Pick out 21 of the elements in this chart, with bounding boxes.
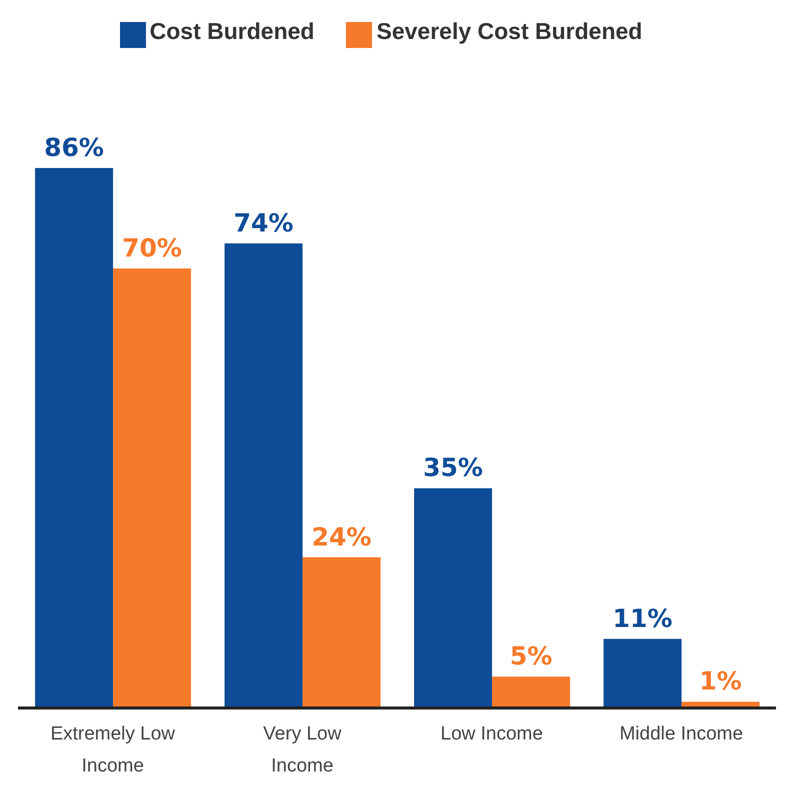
data-label: 11% [612, 604, 672, 633]
data-label: 86% [44, 133, 104, 162]
x-tick-label: Middle Income [619, 723, 744, 744]
data-label: 5% [510, 642, 552, 671]
data-label: 1% [699, 666, 742, 696]
bar [414, 488, 492, 708]
x-tick-label: Low Income [440, 723, 543, 744]
data-label: 35% [423, 453, 483, 482]
data-label: 74% [234, 208, 294, 238]
bar [35, 168, 114, 708]
legend-label: Cost Burdened [150, 18, 314, 44]
bar [224, 243, 303, 708]
legend-label: Severely Cost Burdened [376, 18, 642, 44]
data-label: 70% [122, 233, 182, 262]
bar [492, 676, 570, 708]
bar [604, 638, 682, 708]
x-tick-label: Extremely Low Income [50, 723, 176, 776]
data-label: 24% [312, 522, 372, 552]
x-tick-label: Very Low Income [263, 723, 342, 776]
bar [113, 268, 192, 708]
bar [302, 557, 381, 708]
